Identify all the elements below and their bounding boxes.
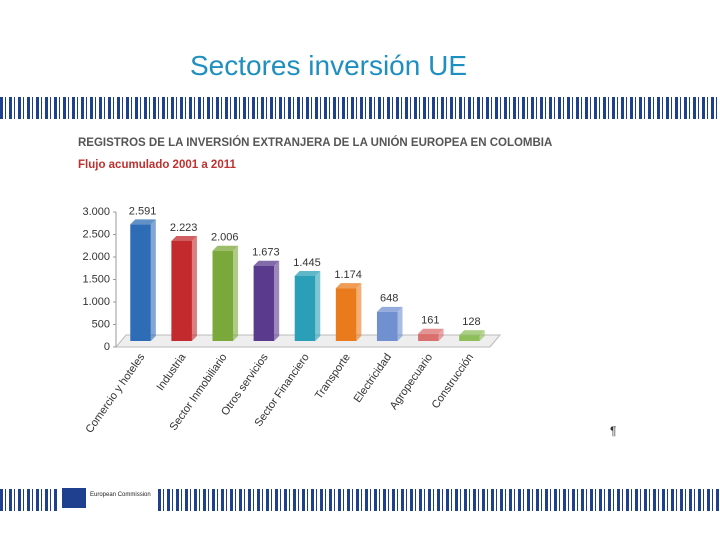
bar-face: [418, 328, 444, 334]
bar-face: [335, 283, 362, 289]
logo-text: European Commission: [90, 492, 151, 498]
x-tick-label: Agropecuario: [388, 352, 435, 412]
x-tick-label: Comercio y hoteles: [84, 351, 148, 435]
bar-face: [335, 288, 357, 341]
bar-face: [294, 270, 321, 276]
bar: [459, 330, 485, 341]
value-label: 1.445: [293, 257, 321, 269]
bar-face: [438, 328, 444, 341]
bar-face: [356, 283, 362, 341]
chart-title: REGISTROS DE LA INVERSIÓN EXTRANJERA DE …: [78, 136, 552, 149]
bar-face: [294, 275, 316, 341]
y-tick-label: 2.000: [82, 251, 110, 263]
y-tick-label: 1.000: [82, 296, 110, 308]
value-label: 648: [380, 293, 398, 305]
bar-face: [212, 250, 234, 341]
bar-face: [315, 270, 321, 341]
bar-face: [150, 219, 156, 341]
y-tick-label: 3.000: [82, 206, 110, 218]
bar-face: [459, 335, 480, 341]
top-stripe: [0, 97, 720, 119]
x-tick-label: Transporte: [313, 352, 353, 402]
bar-face: [130, 224, 151, 341]
bar-face: [376, 311, 398, 341]
eu-flag: [62, 488, 86, 508]
bar-face: [171, 235, 197, 241]
bar: [171, 235, 197, 341]
x-tick-label: Electricidad: [352, 352, 394, 405]
bar: [294, 270, 321, 341]
value-label: 161: [421, 315, 439, 327]
pilcrow: ¶: [610, 424, 617, 438]
value-label: 2.223: [170, 222, 198, 234]
bar-face: [253, 260, 280, 266]
bar-face: [479, 330, 485, 341]
bar-face: [253, 265, 275, 341]
bar-face: [418, 333, 439, 341]
bar: [253, 260, 280, 341]
value-label: 2.006: [211, 232, 239, 244]
bar-face: [459, 330, 485, 336]
bar: [418, 328, 444, 341]
bar-face: [191, 235, 197, 341]
bar-face: [274, 260, 280, 341]
footer-stripe: [0, 489, 58, 511]
slide-title: Sectores inversión UE: [190, 50, 468, 81]
bar-face: [376, 306, 403, 312]
bar: [376, 306, 403, 341]
x-tick-label: Construcción: [430, 352, 477, 411]
chart-subtitle: Flujo acumulado 2001 a 2011: [78, 159, 236, 171]
bar-face: [212, 245, 239, 251]
bar: [130, 219, 156, 341]
bar: [335, 283, 362, 341]
footer-stripe: [158, 489, 720, 511]
value-label: 128: [462, 316, 480, 328]
y-tick-label: 1.500: [82, 273, 110, 285]
value-label: 1.174: [334, 269, 362, 281]
bar-face: [397, 306, 403, 341]
bar-face: [233, 245, 239, 341]
y-tick-label: 0: [104, 341, 110, 353]
bar-face: [130, 219, 156, 225]
bar-face: [171, 240, 192, 341]
x-tick-label: Industria: [154, 351, 189, 393]
value-label: 1.673: [252, 247, 280, 259]
value-label: 2.591: [129, 205, 157, 217]
y-tick-label: 2.500: [82, 228, 110, 240]
y-tick-label: 500: [92, 318, 110, 330]
bar: [212, 245, 239, 341]
